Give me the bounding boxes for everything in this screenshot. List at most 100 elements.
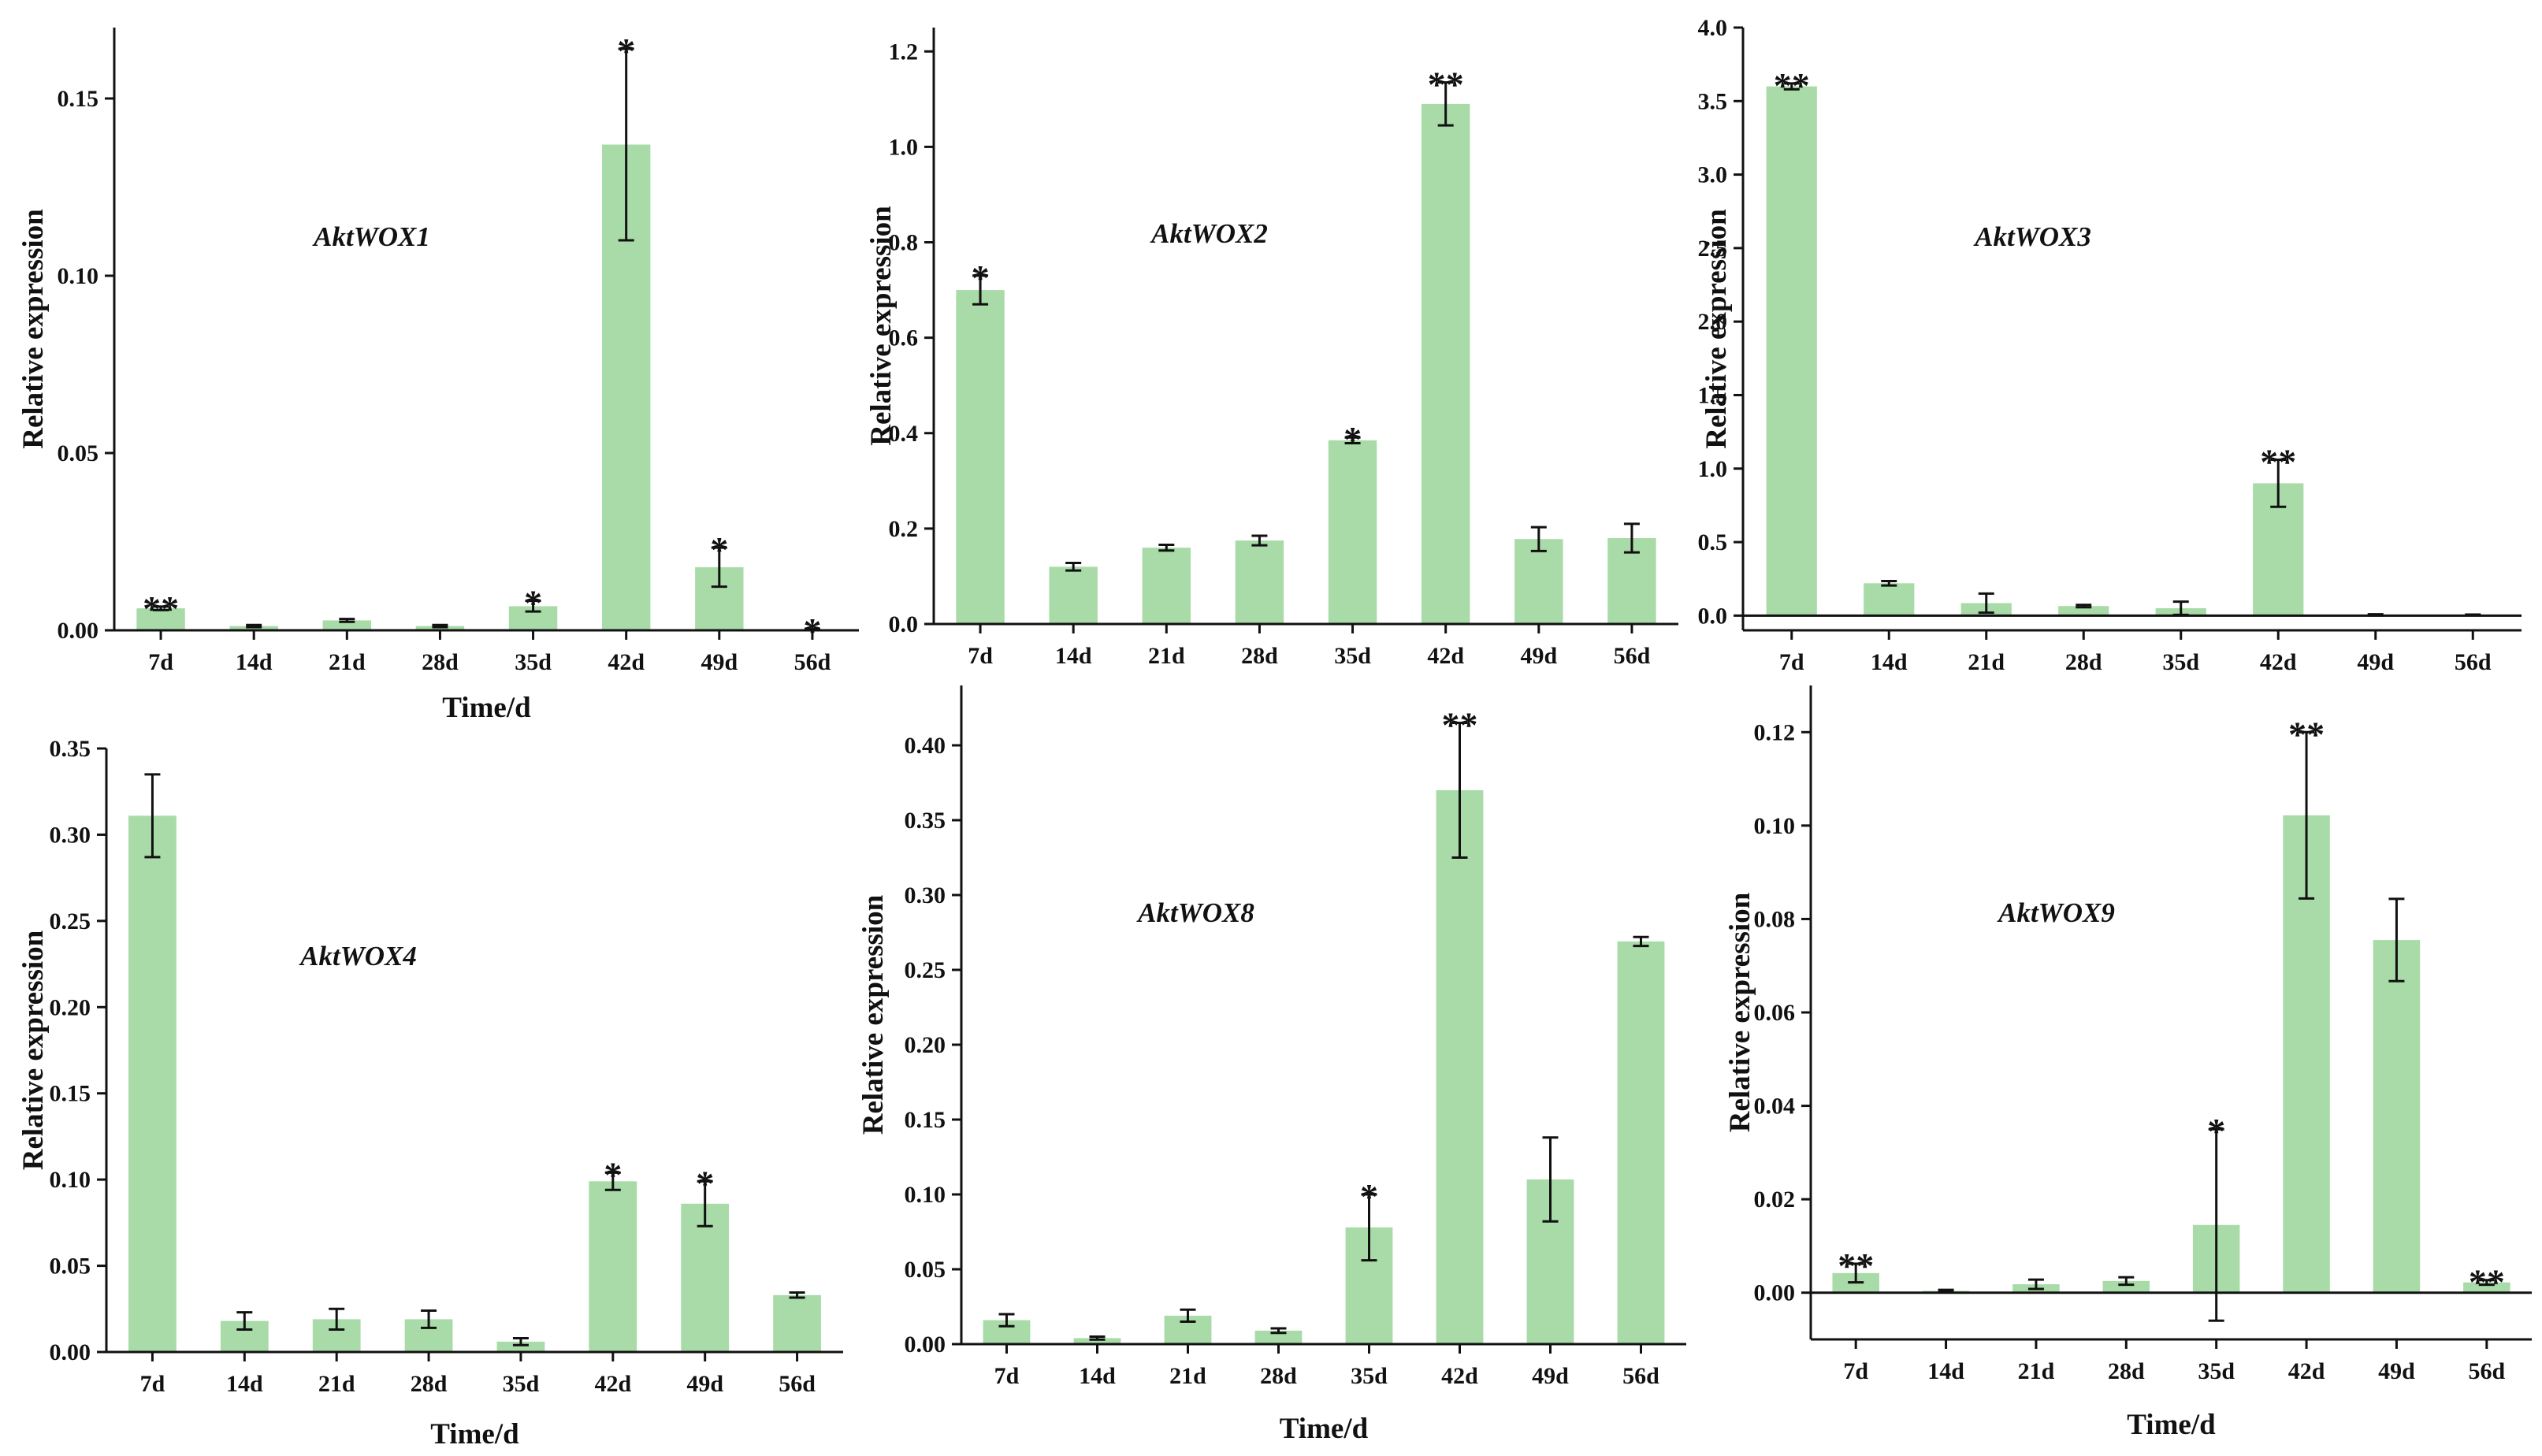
y-tick-label: 1.5 <box>1698 382 1728 408</box>
bar-7d <box>956 290 1005 624</box>
x-tick-label: 21d <box>1968 649 2005 675</box>
chart-panel-3: ** ** 0.0 0.5 1.0 1.5 2.0 2.5 3.0 3.5 4.0 7d 14d 21d 2… <box>1698 15 2522 675</box>
x-tick-label: 42d <box>1427 643 1464 669</box>
x-tick-label: 7d <box>1843 1358 1868 1384</box>
bar-35d <box>496 1341 545 1352</box>
error-bar-14d <box>1881 579 1897 587</box>
error-bar-14d <box>236 1311 253 1332</box>
error-bar-21d <box>339 618 355 623</box>
x-tick-label: 35d <box>515 649 552 675</box>
chart-panel-4: * * 0.00 0.05 0.10 0.15 0.20 0.25 0.30 0.35 7d 14d 2… <box>17 736 843 1450</box>
y-tick-label: 0.15 <box>905 1107 946 1133</box>
y-tick-label: 3.0 <box>1698 162 1728 188</box>
x-tick-label: 35d <box>1334 643 1371 669</box>
x-tick-label: 14d <box>226 1371 263 1397</box>
error-bar-21d <box>1180 1308 1196 1323</box>
y-tick-label: 1.2 <box>889 39 919 65</box>
y-tick-label: 0.2 <box>889 516 919 542</box>
x-tick-label: 21d <box>2018 1358 2055 1384</box>
y-tick-label: 0.08 <box>1754 906 1796 932</box>
y-tick-label: 2.5 <box>1698 236 1728 262</box>
x-tick-label: 7d <box>140 1371 165 1397</box>
y-tick-label: 0.35 <box>905 808 946 834</box>
bar-49d <box>1514 539 1563 624</box>
error-bar-56d <box>1633 935 1649 948</box>
x-tick-label: 28d <box>422 649 459 675</box>
x-tick-label: 49d <box>686 1371 723 1397</box>
error-bar-14d <box>1089 1335 1106 1341</box>
x-tick-label: 14d <box>236 649 273 675</box>
chart-panel-5: ***0.000.050.100.150.200.250.300.350.407… <box>857 685 1686 1445</box>
x-axis-title: Time/d <box>442 692 531 724</box>
error-bar-49d <box>697 1179 713 1228</box>
y-tick-label: 0.30 <box>905 882 946 908</box>
bar-21d <box>1142 548 1191 624</box>
significance-marker: ** <box>1442 705 1478 745</box>
y-tick-label: 0.00 <box>905 1332 946 1358</box>
y-tick-label: 4.0 <box>1698 15 1728 41</box>
error-bar-14d <box>246 623 262 629</box>
x-tick-label: 42d <box>2260 649 2297 675</box>
error-bar-42d <box>2270 459 2287 508</box>
gene-title: AktWOX4 <box>299 941 417 971</box>
y-tick-label: 3.5 <box>1698 88 1728 114</box>
error-bar-56d <box>789 1291 805 1299</box>
error-bar-35d <box>525 600 541 613</box>
y-tick-label: 0.4 <box>889 421 919 447</box>
error-bar-7d <box>1783 82 1800 91</box>
x-tick-label: 28d <box>1260 1363 1297 1389</box>
x-tick-label: 56d <box>1614 643 1651 669</box>
bar-35d <box>1328 440 1377 624</box>
significance-marker: * <box>696 1163 714 1203</box>
x-tick-label: 7d <box>968 643 993 669</box>
y-tick-label: 0.05 <box>905 1257 946 1283</box>
bar-56d <box>773 1294 821 1352</box>
significance-marker: ** <box>1428 65 1464 105</box>
error-bar-7d <box>144 773 161 859</box>
x-tick-label: 49d <box>1520 643 1557 669</box>
y-axis-title: Relative expression <box>17 209 50 449</box>
bar-42d <box>1436 790 1484 1344</box>
y-axis-title: Relative expression <box>1700 209 1733 449</box>
significance-marker: * <box>617 31 635 71</box>
significance-marker: * <box>2207 1111 2225 1151</box>
bar-28d <box>2102 1280 2150 1293</box>
y-tick-label: 0.6 <box>889 325 919 351</box>
bar-28d <box>2058 606 2109 616</box>
x-tick-label: 42d <box>2288 1358 2325 1384</box>
bar-7d <box>1766 86 1817 616</box>
x-tick-label: 14d <box>1079 1363 1116 1389</box>
error-bar-7d <box>972 274 989 306</box>
gene-title: AktWOX9 <box>1997 897 2115 928</box>
error-bar-56d <box>1623 522 1640 554</box>
error-bar-7d <box>998 1313 1015 1328</box>
y-tick-label: 0.00 <box>1754 1280 1796 1306</box>
x-axis-title: Time/d <box>2127 1409 2216 1441</box>
y-tick-label: 0.8 <box>889 230 919 256</box>
error-bar-42d <box>2299 730 2315 900</box>
x-tick-label: 14d <box>1927 1358 1964 1384</box>
x-tick-label: 14d <box>1871 649 1908 675</box>
significance-marker: * <box>1360 1176 1378 1216</box>
bar-49d <box>681 1203 730 1352</box>
y-tick-label: 0.20 <box>50 994 91 1020</box>
bar-14d <box>1864 583 1915 616</box>
x-axis-title: Time/d <box>1280 1413 1369 1445</box>
error-bar-28d <box>1270 1327 1287 1335</box>
x-tick-label: 56d <box>779 1371 816 1397</box>
x-tick-label: 35d <box>2162 649 2199 675</box>
bar-14d <box>1073 1338 1121 1344</box>
y-tick-label: 0.00 <box>58 618 99 644</box>
bar-56d <box>2463 1282 2510 1293</box>
x-tick-label: 35d <box>503 1371 540 1397</box>
x-tick-label: 42d <box>608 649 645 675</box>
x-tick-label: 49d <box>701 649 738 675</box>
x-tick-label: 35d <box>2198 1358 2235 1384</box>
y-tick-label: 0.10 <box>1754 813 1796 839</box>
y-axis-title: Relative expression <box>865 206 898 446</box>
y-tick-label: 0.10 <box>905 1182 946 1208</box>
bar-7d <box>136 608 185 630</box>
x-tick-label: 56d <box>794 649 831 675</box>
x-tick-label: 42d <box>1441 1363 1478 1389</box>
